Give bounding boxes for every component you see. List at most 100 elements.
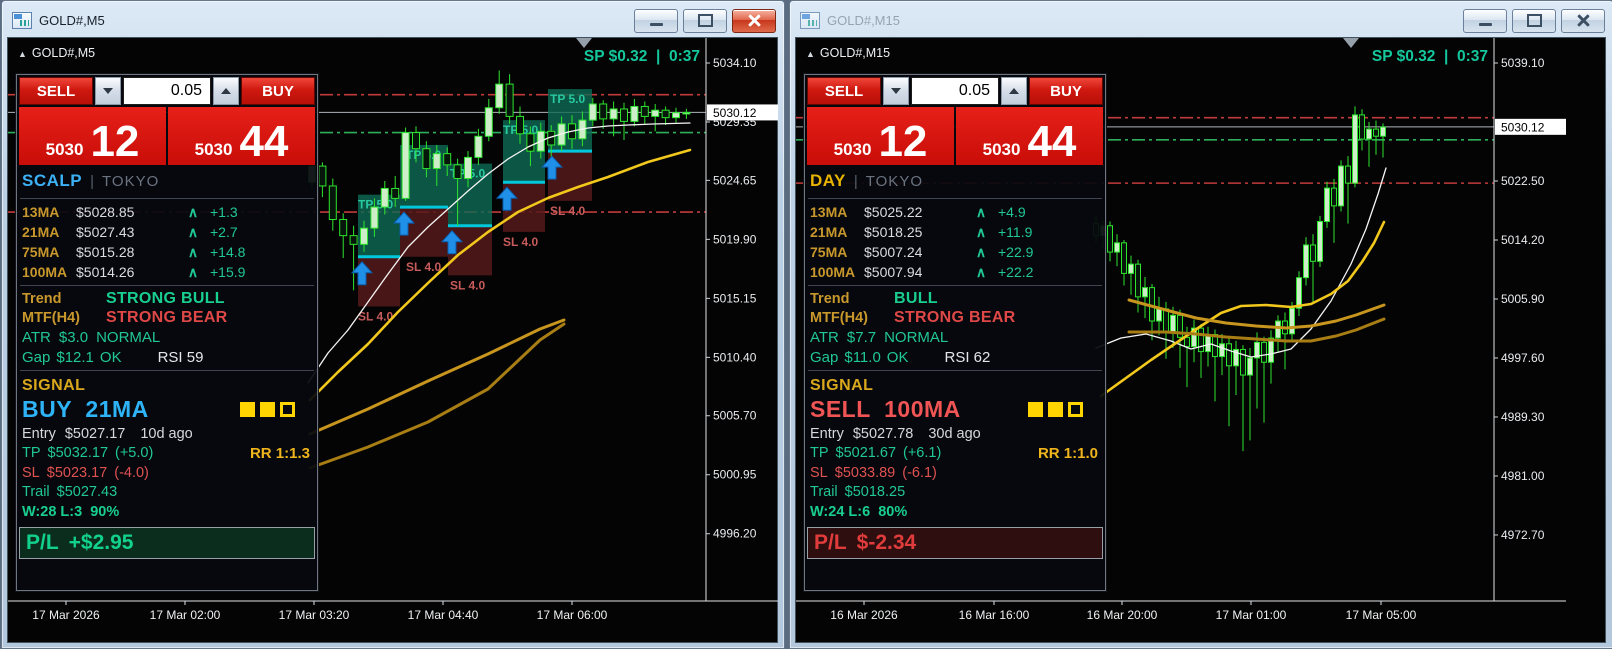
svg-text:5014.20: 5014.20 (1501, 233, 1545, 247)
separator (808, 198, 1102, 199)
lot-increase-button[interactable] (213, 77, 239, 105)
risk-reward-value: RR 1:1.0 (1037, 444, 1098, 462)
lot-size-input[interactable] (911, 77, 999, 105)
separator (808, 285, 1102, 286)
window-titlebar[interactable]: GOLD#,M5 (2, 1, 784, 36)
svg-text:5030.12: 5030.12 (713, 106, 757, 120)
trend-row: Trend STRONG BULL (22, 289, 225, 307)
chart-plot[interactable]: TP 5.0SL 4.0TP 5.0SL 4.0TP 5.0SL 4.0TP 5… (8, 38, 779, 642)
trend-value: BULL (894, 289, 938, 307)
tp-row: TP $5021.67 (+6.1) RR 1:1.0 (810, 444, 1098, 462)
up-arrow-icon: ∧ (975, 203, 987, 220)
up-arrow-icon: ∧ (187, 203, 199, 220)
ma-row-21: 21MA $5027.43 ∧ +2.7 (22, 223, 238, 241)
up-arrow-icon: ∧ (975, 243, 987, 260)
close-button[interactable] (1561, 8, 1605, 33)
svg-text:5019.90: 5019.90 (713, 232, 757, 246)
mtf-row: MTF(H4) STRONG BEAR (22, 309, 228, 327)
buy-button[interactable]: BUY (1029, 77, 1103, 105)
strategy-mode-label: DAY (810, 171, 846, 190)
mode-divider: | (853, 173, 858, 190)
close-button[interactable] (732, 8, 776, 33)
svg-text:16 Mar 20:00: 16 Mar 20:00 (1087, 608, 1158, 622)
lot-decrease-button[interactable] (95, 77, 121, 105)
signal-strength (1028, 402, 1083, 417)
svg-text:5034.10: 5034.10 (713, 56, 757, 70)
winloss-row: W:28 L:3 90% (22, 503, 120, 520)
restore-button[interactable] (1512, 8, 1556, 33)
svg-text:17 Mar 04:40: 17 Mar 04:40 (408, 608, 479, 622)
svg-text:16 Mar 2026: 16 Mar 2026 (830, 608, 898, 622)
up-arrow-icon: ∧ (975, 263, 987, 280)
ask-price-tile[interactable]: 5030 44 (956, 107, 1103, 165)
svg-text:SL 4.0: SL 4.0 (503, 235, 538, 249)
svg-text:5015.15: 5015.15 (713, 291, 757, 305)
mode-row: SCALP | TOKYO (22, 171, 315, 195)
signal-row: BUY 21MA (17, 395, 317, 424)
sell-button[interactable]: SELL (19, 77, 93, 105)
atr-row: ATR $7.7 NORMAL (810, 329, 949, 347)
signal-strength-square (260, 402, 275, 417)
rsi-value: RSI 59 (157, 348, 204, 366)
signal-strength-square (1068, 402, 1083, 417)
svg-text:5005.90: 5005.90 (1501, 292, 1545, 306)
window-title: GOLD#,M5 (39, 13, 105, 28)
risk-reward-value: RR 1:1.3 (249, 444, 310, 462)
signal-action: SELL 100MA (810, 396, 961, 422)
svg-text:16 Mar 16:00: 16 Mar 16:00 (959, 608, 1030, 622)
separator (808, 370, 1102, 371)
minimize-button[interactable] (634, 8, 678, 33)
spread-timer-label: SP $0.32 | 0:37 (583, 48, 700, 65)
profit-loss-value: $-2.34 (856, 530, 917, 554)
ma-row-100: 100MA $5014.26 ∧ +15.9 (22, 263, 246, 281)
session-label: TOKYO (102, 173, 160, 190)
chart-symbol-label[interactable]: ▲ GOLD#,M5 (18, 46, 96, 60)
mode-divider: | (90, 173, 95, 190)
buy-button[interactable]: BUY (241, 77, 315, 105)
window-title: GOLD#,M15 (827, 13, 900, 28)
gap-row: Gap $12.1 OK RSI 59 (22, 348, 204, 366)
signal-title: SIGNAL (810, 377, 874, 394)
profit-loss-value: +$2.95 (68, 530, 134, 554)
trail-row: Trail $5018.25 (810, 484, 906, 501)
restore-button[interactable] (683, 8, 727, 33)
chevron-up-icon (1009, 88, 1019, 94)
svg-text:17 Mar 02:00: 17 Mar 02:00 (150, 608, 221, 622)
strategy-mode-label: SCALP (22, 171, 83, 190)
ma-row-75: 75MA $5015.28 ∧ +14.8 (22, 243, 246, 261)
winloss-row: W:24 L:6 80% (810, 503, 908, 520)
quote-tiles: 5030 12 5030 44 (805, 107, 1105, 165)
signal-strength-square (240, 402, 255, 417)
bid-price-tile[interactable]: 5030 12 (19, 107, 166, 165)
window-titlebar[interactable]: GOLD#,M15 (790, 1, 1612, 36)
mtf-value: STRONG BEAR (894, 309, 1016, 327)
mode-row: DAY | TOKYO (810, 171, 1103, 195)
atr-row: ATR $3.0 NORMAL (22, 329, 161, 347)
signal-strength-square (280, 402, 295, 417)
lot-decrease-button[interactable] (883, 77, 909, 105)
lot-size-input[interactable] (123, 77, 211, 105)
svg-text:SL 4.0: SL 4.0 (358, 309, 393, 323)
svg-text:4981.00: 4981.00 (1501, 469, 1545, 483)
bid-price-tile[interactable]: 5030 12 (807, 107, 954, 165)
gap-row: Gap $11.0 OK RSI 62 (810, 348, 991, 366)
sl-row: SL $5023.17 (-4.0) (22, 464, 149, 481)
minimize-button[interactable] (1463, 8, 1507, 33)
window-controls (634, 8, 776, 33)
svg-text:TP 5.0: TP 5.0 (550, 92, 585, 106)
chart-window-m5: GOLD#,M5 TP 5.0SL 4.0TP 5.0SL 4.0TP 5.0S… (1, 0, 785, 649)
up-arrow-icon: ∧ (187, 223, 199, 240)
svg-text:5010.40: 5010.40 (713, 350, 757, 364)
collapse-triangle-icon: ▲ (806, 49, 815, 59)
signal-strength-square (1048, 402, 1063, 417)
mtf-value: STRONG BEAR (106, 309, 228, 327)
separator (20, 285, 314, 286)
mtf-row: MTF(H4) STRONG BEAR (810, 309, 1016, 327)
svg-text:4989.30: 4989.30 (1501, 410, 1545, 424)
svg-text:5024.65: 5024.65 (713, 173, 757, 187)
sell-button[interactable]: SELL (807, 77, 881, 105)
chart-symbol-label[interactable]: ▲ GOLD#,M15 (806, 46, 891, 60)
lot-increase-button[interactable] (1001, 77, 1027, 105)
svg-text:17 Mar 2026: 17 Mar 2026 (32, 608, 100, 622)
ask-price-tile[interactable]: 5030 44 (168, 107, 315, 165)
